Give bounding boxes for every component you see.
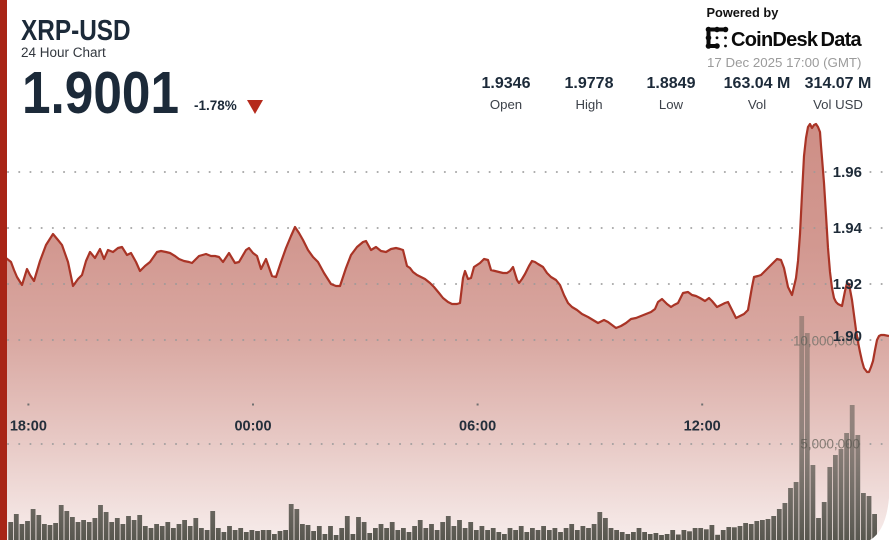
- svg-text:06:00: 06:00: [459, 419, 496, 435]
- svg-text:18:00: 18:00: [10, 419, 47, 435]
- svg-text:1.92: 1.92: [833, 276, 862, 293]
- svg-text:1.94: 1.94: [833, 220, 863, 237]
- svg-text:10,000,000: 10,000,000: [793, 334, 860, 349]
- svg-text:1.96: 1.96: [833, 164, 862, 181]
- svg-text:00:00: 00:00: [234, 419, 271, 435]
- svg-text:12:00: 12:00: [684, 419, 721, 435]
- svg-text:1.90: 1.90: [833, 328, 862, 345]
